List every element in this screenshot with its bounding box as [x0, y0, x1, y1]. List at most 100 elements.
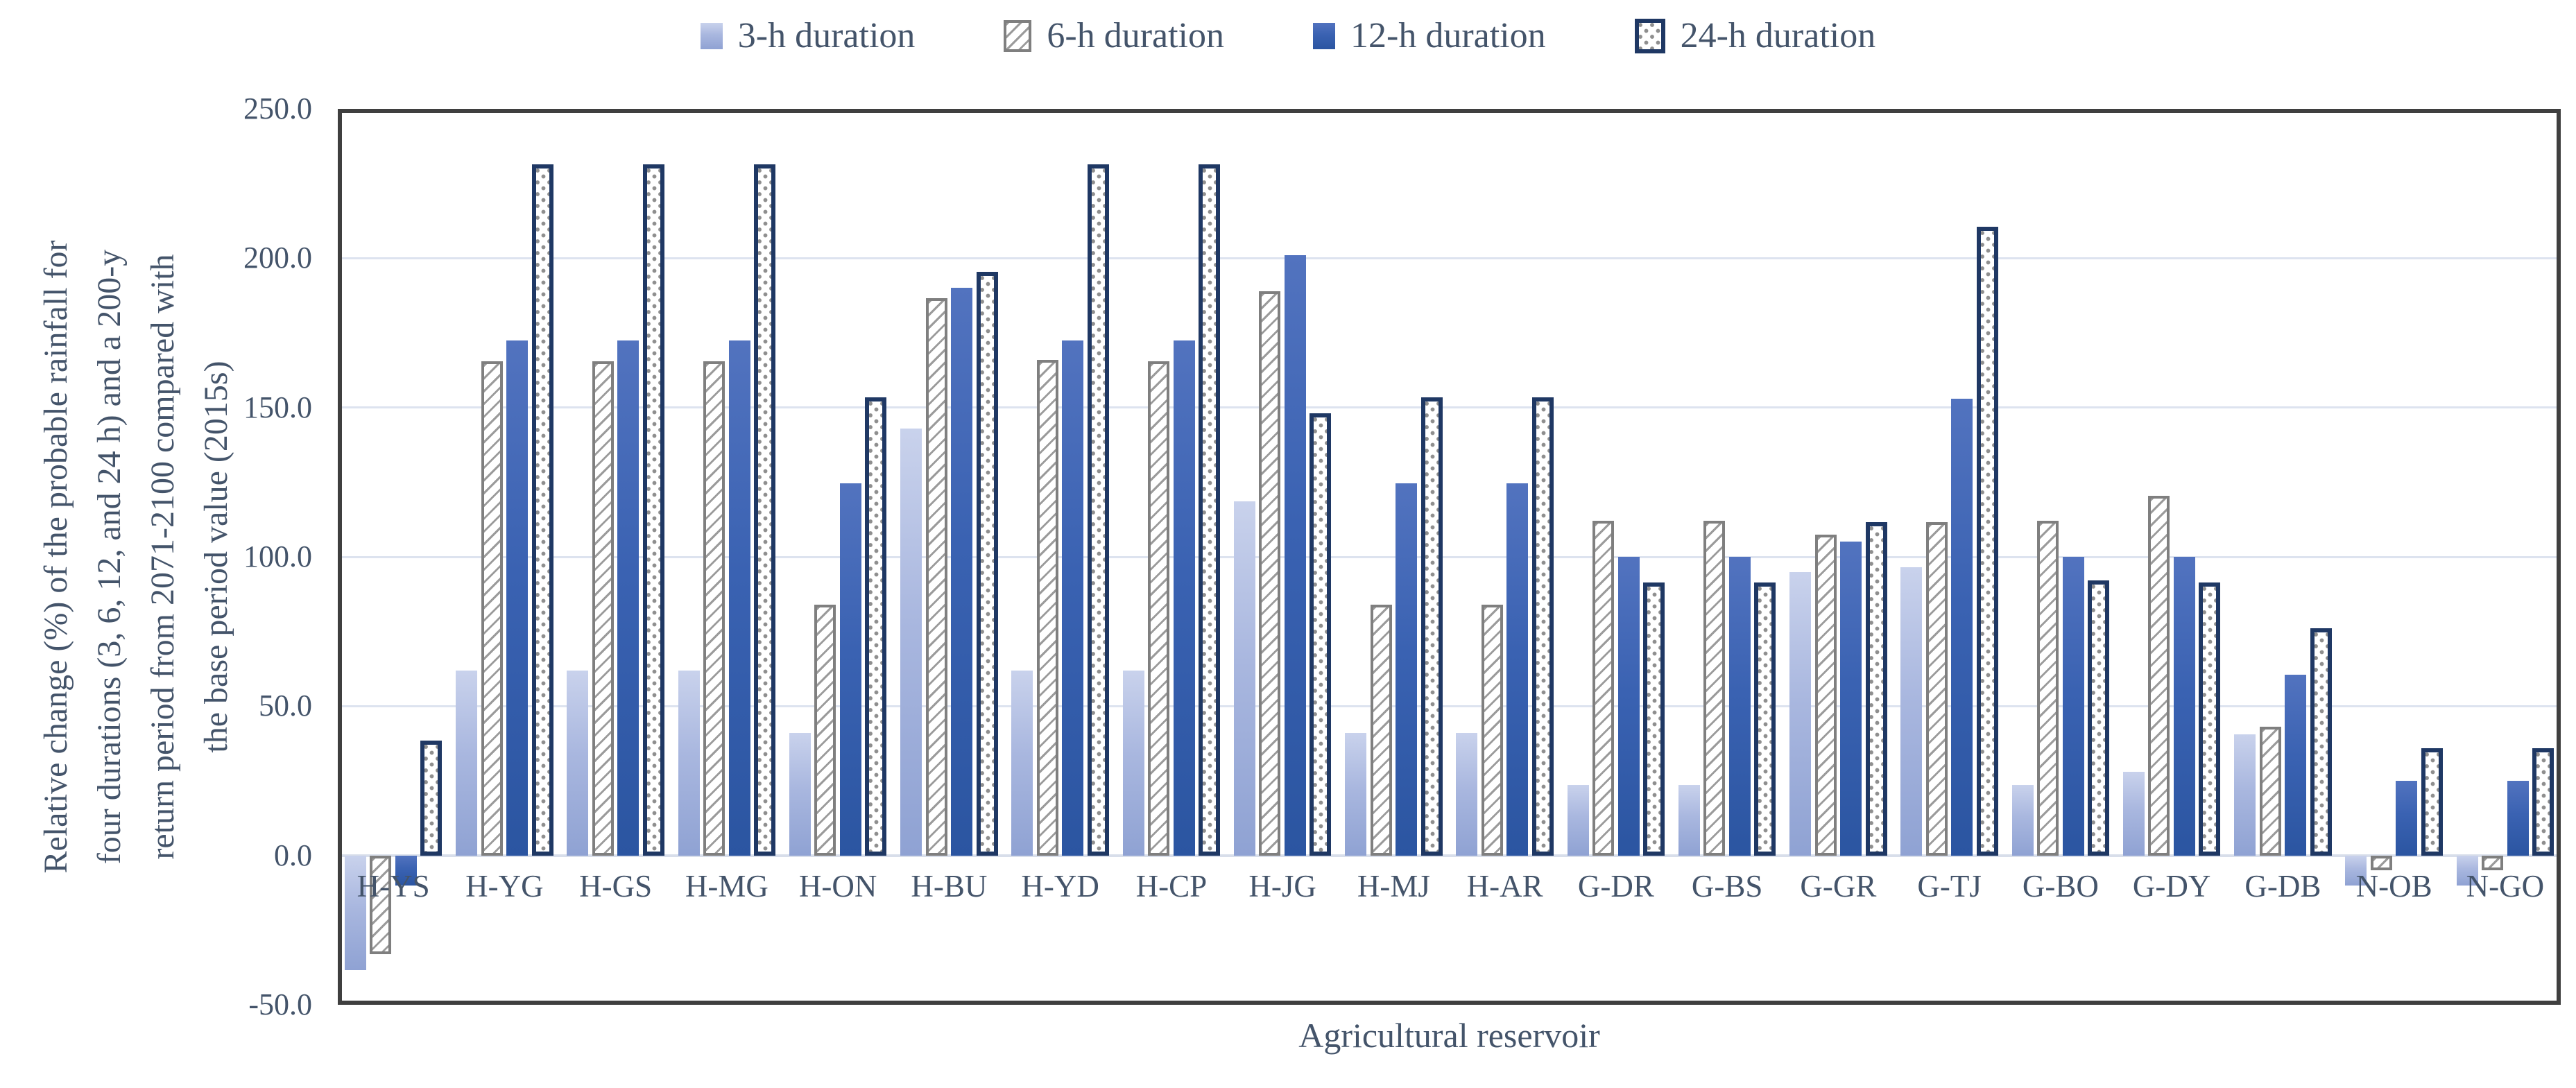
bar-24-h-G-TJ: [1976, 227, 1998, 856]
bar-6-h-H-BU: [925, 298, 947, 856]
bar-24-h-G-GR: [1865, 522, 1887, 856]
legend-item-24-h[interactable]: 24-h duration: [1634, 16, 1876, 55]
bar-3-h-H-AR: [1456, 733, 1478, 856]
legend-item-label: 12-h duration: [1350, 16, 1546, 55]
x-axis-tick-label: H-GS: [579, 868, 653, 904]
bar-24-h-G-BO: [2088, 580, 2110, 856]
gridline: [338, 257, 2561, 259]
bar-12-h-G-GR: [1840, 542, 1862, 856]
bar-6-h-N-OB: [2370, 855, 2392, 871]
bar-6-h-G-DY: [2148, 495, 2170, 856]
y-axis-tick-label: 0.0: [274, 838, 312, 872]
bar-24-h-G-DR: [1643, 582, 1665, 856]
x-axis-tick-label: H-JG: [1248, 868, 1316, 904]
bar-12-h-H-ON: [839, 483, 861, 856]
bar-6-h-H-MG: [703, 361, 725, 856]
bar-12-h-G-DR: [1617, 557, 1640, 856]
bar-3-h-H-YD: [1011, 670, 1033, 856]
bar-6-h-H-YS: [370, 855, 392, 954]
bar-24-h-H-JG: [1310, 413, 1332, 856]
bar-12-h-N-GO: [2507, 781, 2529, 856]
bar-12-h-G-BO: [2062, 557, 2084, 856]
legend-item-label: 3-h duration: [737, 16, 916, 55]
bar-24-h-H-MJ: [1420, 397, 1443, 856]
bar-12-h-H-MG: [728, 340, 750, 856]
gridline: [338, 705, 2561, 707]
bar-6-h-G-DB: [2259, 727, 2281, 856]
x-axis-tick-label: G-BO: [2022, 868, 2099, 904]
x-axis-tick-label: N-GO: [2466, 868, 2545, 904]
x-axis-tick-label: N-OB: [2355, 868, 2432, 904]
bar-24-h-H-ON: [865, 397, 887, 856]
bar-3-h-H-MG: [678, 670, 700, 856]
legend-item-3-h[interactable]: 3-h duration: [700, 16, 916, 55]
legend-swatch-icon: [1313, 23, 1335, 49]
y-axis-tick-label: 50.0: [259, 689, 312, 723]
y-axis-tick-label: -50.0: [248, 987, 312, 1021]
bar-3-h-G-BS: [1678, 785, 1700, 856]
bar-24-h-H-GS: [642, 164, 664, 856]
bar-3-h-H-CP: [1122, 670, 1144, 856]
bar-12-h-H-JG: [1284, 255, 1306, 856]
bar-3-h-G-DR: [1567, 785, 1589, 856]
bar-6-h-N-GO: [2482, 855, 2504, 871]
y-axis-title-line: Relative change (%) of the probable rain…: [37, 240, 74, 874]
bar-3-h-G-GR: [1789, 571, 1812, 856]
x-axis-tick-label: H-MJ: [1357, 868, 1430, 904]
bar-12-h-H-AR: [1506, 483, 1529, 856]
bar-3-h-H-ON: [789, 733, 811, 856]
x-axis-tick-label: G-DR: [1577, 868, 1654, 904]
x-axis-tick-label: H-CP: [1135, 868, 1208, 904]
bar-12-h-H-YD: [1062, 340, 1084, 856]
legend-swatch-icon: [1004, 20, 1032, 52]
legend-swatch-icon: [1634, 19, 1665, 53]
bar-6-h-G-DR: [1592, 521, 1615, 856]
bar-3-h-H-BU: [900, 428, 922, 856]
x-axis-tick-label: H-ON: [798, 868, 877, 904]
bar-24-h-H-CP: [1199, 164, 1221, 856]
legend-item-6-h[interactable]: 6-h duration: [1004, 18, 1224, 54]
legend-item-12-h[interactable]: 12-h duration: [1313, 18, 1546, 54]
bar-3-h-H-GS: [567, 670, 589, 856]
legend-item-label: 6-h duration: [1047, 16, 1224, 55]
bar-6-h-G-BS: [1703, 521, 1726, 856]
legend-swatch-icon: [700, 23, 723, 49]
bar-3-h-H-JG: [1233, 501, 1255, 856]
bar-12-h-G-DB: [2285, 675, 2307, 856]
legend-item-label: 24-h duration: [1680, 16, 1876, 55]
bar-3-h-N-OB: [2345, 855, 2367, 886]
bar-6-h-H-GS: [592, 361, 614, 856]
bar-12-h-H-MJ: [1396, 483, 1418, 856]
bar-6-h-H-CP: [1148, 361, 1170, 856]
bar-3-h-G-DY: [2122, 772, 2145, 856]
bar-12-h-H-CP: [1173, 340, 1195, 856]
y-axis-title-line: four durations (3, 6, 12, and 24 h) and …: [91, 249, 128, 865]
x-axis-tick-label: G-TJ: [1917, 868, 1982, 904]
bar-24-h-H-MG: [754, 164, 776, 856]
x-axis-tick-label: G-DB: [2244, 868, 2321, 904]
x-axis-tick-label: H-YD: [1021, 868, 1099, 904]
x-axis-title: Agricultural reservoir: [1298, 1016, 1600, 1055]
bar-12-h-G-TJ: [1951, 398, 1973, 856]
x-axis-tick-label: H-BU: [911, 868, 988, 904]
bar-24-h-G-BS: [1754, 582, 1776, 856]
bar-12-h-G-DY: [2173, 557, 2195, 856]
bar-12-h-H-BU: [951, 288, 973, 856]
y-axis-tick-label: 200.0: [243, 241, 312, 275]
bar-6-h-G-BO: [2037, 521, 2059, 856]
bar-6-h-H-AR: [1481, 604, 1503, 856]
y-axis-tick-label: 150.0: [243, 390, 312, 424]
bar-12-h-H-GS: [617, 340, 639, 856]
x-axis-tick-label: G-BS: [1691, 868, 1763, 904]
bar-3-h-N-GO: [2456, 855, 2478, 886]
y-axis-tick-label: 100.0: [243, 539, 312, 573]
x-axis-tick-label: G-DY: [2132, 868, 2211, 904]
bar-6-h-H-JG: [1259, 291, 1281, 856]
gridline: [338, 406, 2561, 409]
bar-3-h-G-DB: [2234, 734, 2256, 856]
bar-3-h-H-MJ: [1345, 733, 1367, 856]
bar-24-h-N-OB: [2421, 748, 2443, 856]
bar-3-h-G-BO: [2011, 785, 2034, 856]
bar-24-h-H-YG: [531, 164, 553, 856]
